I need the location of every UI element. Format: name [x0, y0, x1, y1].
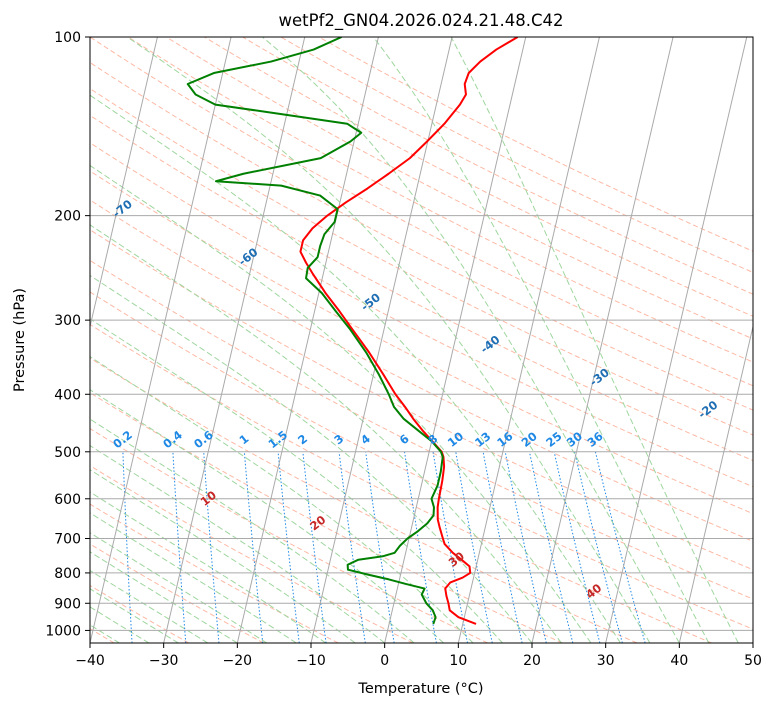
x-tick-label: 0: [380, 653, 389, 669]
x-tick-label: 30: [597, 653, 615, 669]
plot-frame: [89, 36, 754, 644]
moist-adiabat-line: [90, 469, 356, 643]
mixing-ratio-line: [528, 451, 574, 643]
isotherm-gridline: [163, 37, 306, 643]
isotherm-gridline: [90, 37, 232, 643]
moist-adiabat-line: [90, 94, 621, 643]
moist-adiabat-line: [90, 444, 385, 643]
moist-adiabat-line: [262, 37, 680, 643]
moist-adiabat-line: [90, 418, 415, 643]
dry-adiabat-line: [90, 37, 753, 387]
y-tick-label: 700: [54, 532, 81, 548]
y-tick-label: 600: [54, 492, 81, 508]
dry-adiabat-line: [90, 229, 753, 571]
y-tick-label: 1000: [45, 623, 81, 639]
x-tick-label: −10: [296, 653, 326, 669]
dry-adiabat-line: [318, 37, 753, 252]
mixing-ratio-line: [172, 451, 187, 643]
x-axis-label: Temperature (°C): [357, 681, 483, 697]
dry-adiabat-line: [90, 88, 753, 436]
y-tick-label: 500: [54, 445, 81, 461]
dry-adiabat-line: [242, 37, 753, 295]
dry-adiabats: [90, 37, 753, 643]
dry-adiabat-line: [90, 259, 753, 600]
dry-adiabat-line: [90, 199, 753, 542]
dry-adiabat-line: [90, 465, 414, 643]
moist-adiabats: [90, 37, 739, 643]
y-tick-label: 200: [54, 209, 81, 225]
dry-adiabat-line: [127, 37, 753, 363]
moist-adiabat-line: [90, 491, 327, 643]
isotherm-gridline: [457, 37, 600, 643]
isotherm-gridline: [384, 37, 527, 643]
moist-adiabat-line: [450, 37, 739, 643]
y-tick-label: 800: [54, 566, 81, 582]
x-tick-label: −40: [75, 653, 105, 669]
isotherm-gridline: [678, 324, 753, 643]
dry-adiabat-line: [166, 37, 753, 340]
y-axis-label: Pressure (hPa): [12, 288, 28, 392]
dry-adiabat-line: [90, 61, 753, 411]
dewpoint-profile-line: [186, 37, 444, 625]
y-tick-label: 300: [54, 313, 81, 329]
dry-adiabat-line: [90, 503, 339, 643]
dry-adiabat-line: [280, 37, 753, 273]
mixing-ratio-line: [504, 451, 547, 643]
y-tick-label: 400: [54, 387, 81, 403]
x-tick-label: 40: [670, 653, 688, 669]
mixing-ratio-line: [574, 451, 623, 643]
dry-adiabat-line: [90, 291, 753, 630]
moist-adiabat-line: [127, 37, 651, 643]
mixing-ratio-line: [482, 451, 523, 643]
moist-adiabat-line: [90, 224, 562, 643]
mixing-ratio-line: [203, 451, 220, 643]
profile-series: [186, 37, 519, 625]
grid-lines: [90, 37, 753, 643]
moist-adiabat-line: [90, 318, 503, 643]
mixing-ratio-line: [455, 451, 493, 643]
axis-ticks: −40 −30 −20 −10 0 10 20 30 40 50 100 200 300 400 500 60…: [45, 30, 762, 669]
moist-adiabat-line: [90, 274, 533, 643]
x-tick-label: −20: [223, 653, 253, 669]
dry-adiabat-line: [90, 142, 753, 488]
mixing-ratio-line: [553, 451, 601, 643]
x-tick-label: 50: [744, 653, 762, 669]
y-tick-label: 100: [54, 30, 81, 46]
x-tick-label: 20: [523, 653, 541, 669]
isotherm-gridline: [310, 37, 453, 643]
chart-title: wetPf2_GN04.2026.024.21.48.C42: [279, 11, 564, 31]
isotherm-gridline: [90, 37, 158, 329]
x-tick-label: 10: [449, 653, 467, 669]
temperature-profile-line: [299, 37, 519, 625]
moist-adiabat-line: [90, 164, 592, 643]
isotherm-gridline: [531, 37, 674, 643]
plot-area: -100-90-80-70-60-50-40-30-20-10102030400…: [90, 37, 753, 643]
x-tick-label: −30: [149, 653, 179, 669]
moist-adiabat-line: [372, 37, 710, 643]
moist-adiabat-line: [90, 512, 297, 643]
isotherm-gridline: [605, 37, 748, 643]
moist-adiabat-line: [90, 389, 444, 643]
y-tick-label: 900: [54, 596, 81, 612]
